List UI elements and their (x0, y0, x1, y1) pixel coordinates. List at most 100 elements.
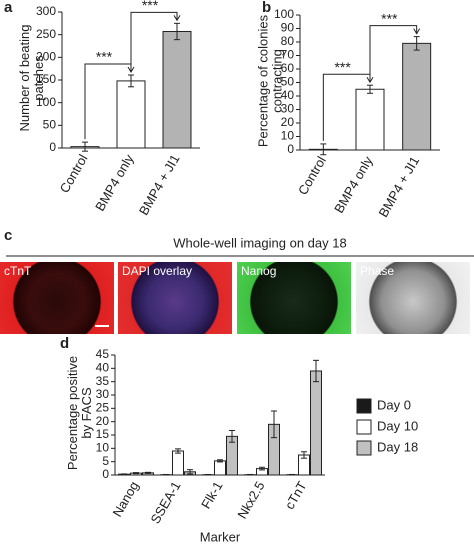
x-tick-label: BMP4 + JI1 (375, 154, 422, 220)
bar (214, 460, 226, 476)
error-bar (187, 469, 193, 475)
bar (172, 450, 184, 476)
y-tick-label: 40 (96, 361, 110, 375)
image-label: Phase (360, 264, 395, 278)
image-panel: Nanog (237, 262, 351, 334)
x-tick-label: cTnT (282, 479, 310, 512)
y-tick-label: 35 (96, 374, 110, 388)
y-tick-label: 10 (96, 441, 110, 455)
y-tick-label: 200 (36, 50, 56, 64)
significance-label: *** (142, 0, 159, 13)
y-tick-label: 20 (96, 414, 110, 428)
error-bar (413, 36, 420, 51)
y-tick-label: 100 (36, 95, 56, 109)
bracket-arrow (413, 28, 421, 35)
significance-label: *** (334, 59, 351, 75)
significance-label: *** (381, 10, 398, 26)
error-bar (128, 74, 134, 88)
y-tick-label: 50 (43, 118, 57, 132)
legend-swatch (356, 398, 372, 414)
x-axis-label: Marker (200, 529, 241, 544)
error-bar (247, 473, 253, 476)
y-tick-label: 300 (36, 4, 56, 18)
bar (310, 370, 322, 476)
image-panel: Phase (356, 262, 470, 334)
y-tick-label: 30 (281, 102, 295, 116)
y-tick-label: 60 (281, 61, 295, 75)
y-axis-label: Number of beating patches (17, 24, 46, 132)
x-tick-label: Flk-1 (198, 479, 225, 512)
image-label: DAPI overlay (122, 264, 193, 278)
image-label: Nanog (241, 264, 277, 278)
significance-bracket (130, 11, 178, 73)
error-bar (121, 473, 127, 475)
error-bar (217, 459, 223, 463)
y-tick-label: 100 (274, 7, 294, 21)
image-panel: cTnT (0, 262, 114, 334)
image-label: cTnT (4, 264, 32, 278)
y-tick-label: 250 (36, 27, 56, 41)
legend-label: Day 18 (377, 439, 418, 454)
error-bar (229, 429, 235, 443)
significance-label: *** (96, 49, 113, 65)
y-tick-label: 45 (96, 347, 110, 361)
legend-label: Day 10 (377, 418, 418, 433)
bracket-arrow (173, 15, 181, 22)
error-bar (320, 143, 327, 156)
bar (162, 30, 192, 149)
x-tick-label: BMP4 only (92, 151, 137, 213)
legend-swatch (356, 440, 372, 456)
y-axis-label: Percentage of colonies contracting (255, 14, 284, 147)
significance-bracket (369, 25, 418, 83)
error-bar (163, 473, 169, 476)
x-tick-label: BMP4 only (331, 153, 376, 215)
x-tick-label: Control (57, 152, 91, 196)
error-bar (301, 451, 307, 459)
y-tick-label: 0 (102, 467, 109, 481)
error-bar (82, 141, 88, 152)
y-tick-label: 70 (281, 48, 295, 62)
y-tick-label: 150 (36, 72, 56, 86)
error-bar (289, 473, 295, 476)
error-bar (271, 410, 277, 439)
bar (402, 42, 432, 151)
y-tick-label: 90 (281, 21, 295, 35)
panel-label: a (4, 0, 13, 16)
bar (116, 80, 146, 149)
x-tick-label: Control (295, 154, 329, 198)
x-tick-label: Nanog (109, 479, 141, 520)
panel-label: d (60, 335, 69, 352)
scale-bar (95, 325, 109, 327)
x-tick-label: BMP4 + JI1 (136, 152, 183, 218)
panel-title: Whole-well imaging on day 18 (173, 235, 346, 250)
legend-swatch (356, 419, 372, 435)
y-tick-label: 5 (102, 454, 109, 468)
error-bar (145, 471, 151, 474)
error-bar (175, 448, 181, 454)
x-tick-label: SSEA-1 (147, 479, 183, 527)
y-tick-label: 0 (287, 142, 294, 156)
legend-label: Day 0 (377, 397, 411, 412)
panel-label: b (262, 0, 271, 16)
error-bar (205, 473, 211, 476)
y-tick-label: 25 (96, 401, 110, 415)
x-tick-label: Nkx2.5 (234, 479, 267, 522)
y-tick-label: 0 (49, 140, 56, 154)
y-tick-label: 20 (281, 115, 295, 129)
y-tick-label: 10 (281, 129, 295, 143)
y-tick-label: 80 (281, 34, 295, 48)
y-tick-label: 15 (96, 427, 110, 441)
error-bar (313, 359, 319, 383)
error-bar (367, 84, 373, 94)
y-tick-label: 30 (96, 387, 110, 401)
error-bar (259, 466, 265, 471)
error-bar (133, 472, 139, 475)
error-bar (174, 22, 180, 41)
bar (355, 88, 385, 151)
image-panel: DAPI overlay (118, 262, 232, 334)
y-tick-label: 40 (281, 88, 295, 102)
y-axis-label: Percentage positive by FACS (65, 355, 94, 471)
panel-label: c (4, 227, 12, 244)
